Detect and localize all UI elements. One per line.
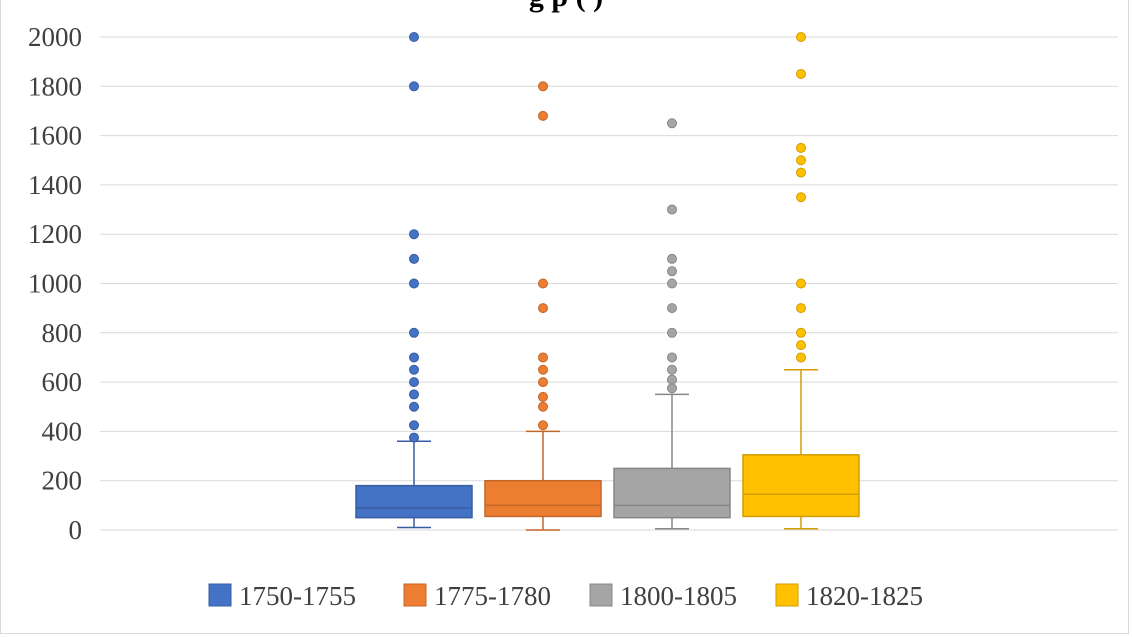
box-series	[484, 81, 602, 531]
box-series	[742, 32, 860, 530]
outlier-point	[538, 391, 548, 402]
outlier-point	[538, 401, 548, 412]
outlier-point	[796, 167, 806, 178]
y-tick-label: 1600	[28, 121, 82, 151]
y-tick-label: 600	[42, 367, 83, 397]
outlier-point	[796, 327, 806, 338]
legend-label: 1800-1805	[620, 581, 737, 611]
legend: 1750-1755 1775-1780 1800-1805 1820-1825	[208, 581, 923, 611]
outlier-point	[796, 192, 806, 203]
outlier-point	[409, 401, 419, 412]
outlier-point	[409, 377, 419, 388]
outlier-point	[667, 118, 677, 129]
outlier-point	[538, 110, 548, 121]
box-plot-series	[355, 32, 860, 531]
outlier-point	[538, 303, 548, 314]
legend-swatch	[208, 583, 232, 607]
outlier-point	[538, 352, 548, 363]
y-tick-label: 1000	[28, 269, 82, 299]
chart-title-fragment: g p ( )	[0, 0, 1132, 14]
outlier-point	[409, 278, 419, 289]
y-axis-tick-labels: 0 200 400 600 800 1000 1200 1400 1600 1800 2000	[28, 22, 82, 545]
outlier-point	[409, 364, 419, 375]
box-iqr	[355, 484, 473, 519]
outlier-point	[667, 278, 677, 289]
outlier-point	[667, 303, 677, 314]
y-tick-label: 1200	[28, 219, 82, 249]
outlier-point	[538, 278, 548, 289]
box-series	[613, 118, 731, 530]
y-tick-label: 1400	[28, 170, 82, 200]
y-tick-label: 800	[42, 318, 83, 348]
outlier-point	[796, 155, 806, 166]
y-tick-label: 200	[42, 466, 83, 496]
outlier-point	[796, 278, 806, 289]
outlier-point	[409, 253, 419, 264]
outlier-point	[538, 364, 548, 375]
outlier-point	[667, 364, 677, 375]
outlier-point	[409, 327, 419, 338]
outlier-point	[667, 253, 677, 264]
outlier-point	[538, 377, 548, 388]
outlier-point	[667, 327, 677, 338]
box-iqr	[613, 467, 731, 519]
legend-label: 1820-1825	[806, 581, 923, 611]
outlier-point	[667, 266, 677, 277]
legend-label: 1775-1780	[434, 581, 551, 611]
outlier-point	[796, 68, 806, 79]
y-tick-label: 2000	[28, 22, 82, 52]
box-iqr	[742, 454, 860, 518]
outlier-point	[667, 204, 677, 215]
outlier-point	[409, 352, 419, 363]
outlier-point	[409, 229, 419, 240]
legend-swatch	[403, 583, 427, 607]
y-tick-label: 400	[42, 416, 83, 446]
outlier-point	[796, 142, 806, 153]
outlier-point	[409, 389, 419, 400]
outlier-point	[667, 352, 677, 363]
outlier-point	[538, 420, 548, 431]
outlier-point	[667, 383, 677, 394]
legend-swatch	[775, 583, 799, 607]
outlier-point	[409, 420, 419, 431]
y-tick-label: 1800	[28, 71, 82, 101]
outlier-point	[409, 81, 419, 92]
outlier-point	[538, 81, 548, 92]
outlier-point	[409, 32, 419, 42]
box-iqr	[484, 479, 602, 518]
outlier-point	[796, 352, 806, 363]
gridlines	[100, 36, 1118, 531]
box-series	[355, 32, 473, 529]
outlier-point	[796, 32, 806, 42]
y-tick-label: 0	[69, 515, 83, 545]
outlier-point	[796, 303, 806, 314]
outlier-point	[667, 374, 677, 385]
legend-label: 1750-1755	[239, 581, 356, 611]
legend-swatch	[589, 583, 613, 607]
outlier-point	[409, 432, 419, 443]
outlier-point	[796, 340, 806, 351]
